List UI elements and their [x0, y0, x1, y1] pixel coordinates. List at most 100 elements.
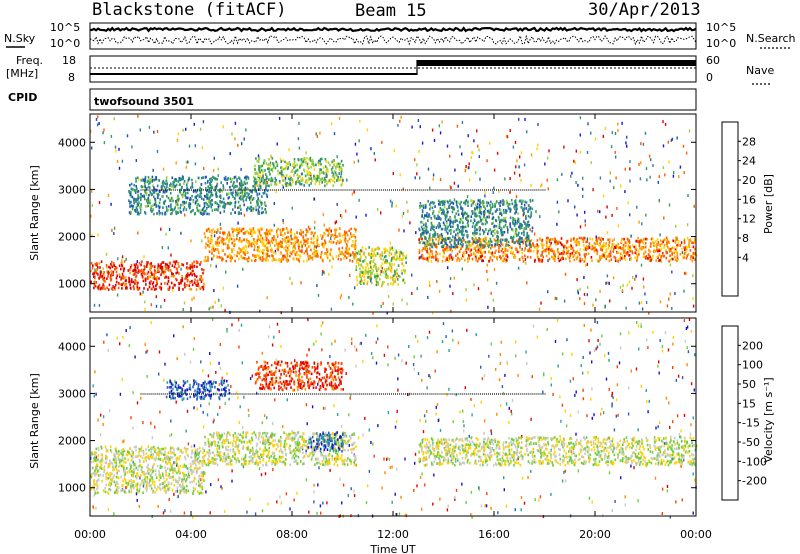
scatter-cell: [233, 176, 236, 179]
power-heatmap: [90, 114, 698, 315]
scatter-cell: [576, 251, 578, 254]
scatter-cell: [143, 181, 146, 185]
scatter-cell: [432, 311, 434, 315]
scatter-cell: [688, 129, 691, 133]
scatter-cell: [272, 251, 275, 254]
scatter-cell: [246, 191, 248, 195]
cpid-panel-frame: [89, 88, 697, 111]
scatter-cell: [153, 195, 155, 199]
scatter-cell: [314, 220, 316, 224]
scatter-cell: [238, 211, 240, 214]
scatter-cell: [327, 180, 329, 184]
scatter-cell: [386, 268, 388, 271]
scatter-cell: [265, 258, 267, 261]
scatter-cell: [364, 272, 367, 275]
scatter-cell: [306, 162, 309, 166]
scatter-cell: [380, 304, 382, 308]
scatter-cell: [583, 253, 586, 256]
scatter-cell: [454, 220, 456, 223]
scatter-cell: [322, 242, 324, 246]
scatter-cell: [170, 212, 172, 216]
scatter-cell: [393, 149, 395, 153]
scatter-cell: [99, 270, 102, 273]
scatter-cell: [371, 267, 373, 271]
scatter-cell: [529, 243, 531, 247]
scatter-cell: [624, 167, 626, 171]
scatter-cell: [219, 211, 222, 214]
scatter-cell: [258, 245, 260, 249]
scatter-cell: [503, 246, 506, 250]
scatter-cell: [517, 250, 520, 254]
scatter-cell: [656, 248, 658, 252]
scatter-cell: [172, 273, 174, 276]
scatter-cell: [563, 247, 565, 250]
scatter-cell: [343, 233, 346, 236]
scatter-cell: [355, 215, 357, 219]
scatter-cell: [352, 251, 354, 254]
scatter-cell: [501, 227, 503, 231]
scatter-cell: [142, 269, 145, 273]
dotted-range-marker: [239, 189, 241, 191]
dotted-range-marker: [296, 189, 297, 191]
scatter-cell: [431, 224, 433, 227]
scatter-cell: [253, 248, 256, 252]
scatter-cell: [200, 280, 203, 283]
scatter-cell: [223, 201, 225, 204]
scatter-cell: [185, 196, 187, 199]
scatter-cell: [480, 212, 483, 216]
scatter-cell: [619, 255, 622, 259]
scatter-cell: [148, 182, 150, 186]
scatter-cell: [676, 244, 678, 247]
scatter-cell: [240, 188, 242, 191]
scatter-cell: [370, 277, 372, 280]
scatter-cell: [338, 232, 341, 236]
scatter-cell: [502, 199, 504, 202]
scatter-cell: [452, 257, 455, 260]
scatter-cell: [284, 232, 286, 235]
scatter-cell: [507, 228, 509, 232]
scatter-cell: [617, 129, 619, 132]
scatter-cell: [332, 233, 334, 237]
scatter-cell: [102, 285, 105, 289]
scatter-cell: [203, 205, 206, 208]
scatter-cell: [346, 246, 348, 249]
scatter-cell: [519, 246, 521, 249]
scatter-cell: [478, 220, 480, 224]
scatter-cell: [245, 128, 247, 132]
scatter-cell: [442, 203, 444, 206]
scatter-cell: [155, 304, 158, 308]
scatter-cell: [120, 261, 123, 264]
scatter-cell: [668, 160, 670, 164]
scatter-cell: [331, 160, 333, 164]
scatter-cell: [694, 237, 696, 241]
scatter-cell: [534, 258, 536, 262]
scatter-cell: [225, 259, 227, 263]
scatter-cell: [355, 266, 358, 270]
scatter-cell: [185, 127, 187, 131]
scatter-cell: [526, 235, 529, 239]
scatter-cell: [176, 200, 179, 204]
scatter-cell: [673, 251, 675, 255]
dotted-range-marker: [158, 189, 160, 191]
scatter-cell: [421, 210, 424, 214]
scatter-cell: [527, 249, 530, 253]
scatter-cell: [316, 244, 319, 248]
scatter-cell: [282, 221, 285, 225]
scatter-cell: [631, 251, 634, 255]
scatter-cell: [642, 142, 645, 146]
scatter-cell: [476, 206, 478, 209]
scatter-cell: [363, 251, 365, 255]
scatter-cell: [301, 177, 304, 180]
scatter-cell: [219, 239, 222, 243]
scatter-cell: [586, 245, 589, 249]
scatter-cell: [147, 277, 149, 280]
scatter-cell: [582, 176, 584, 180]
scatter-cell: [679, 165, 682, 169]
scatter-cell: [655, 259, 657, 262]
scatter-cell: [333, 237, 336, 240]
scatter-cell: [359, 251, 361, 254]
scatter-cell: [371, 254, 374, 258]
scatter-cell: [236, 230, 239, 233]
scatter-cell: [441, 260, 444, 263]
scatter-cell: [216, 184, 218, 188]
